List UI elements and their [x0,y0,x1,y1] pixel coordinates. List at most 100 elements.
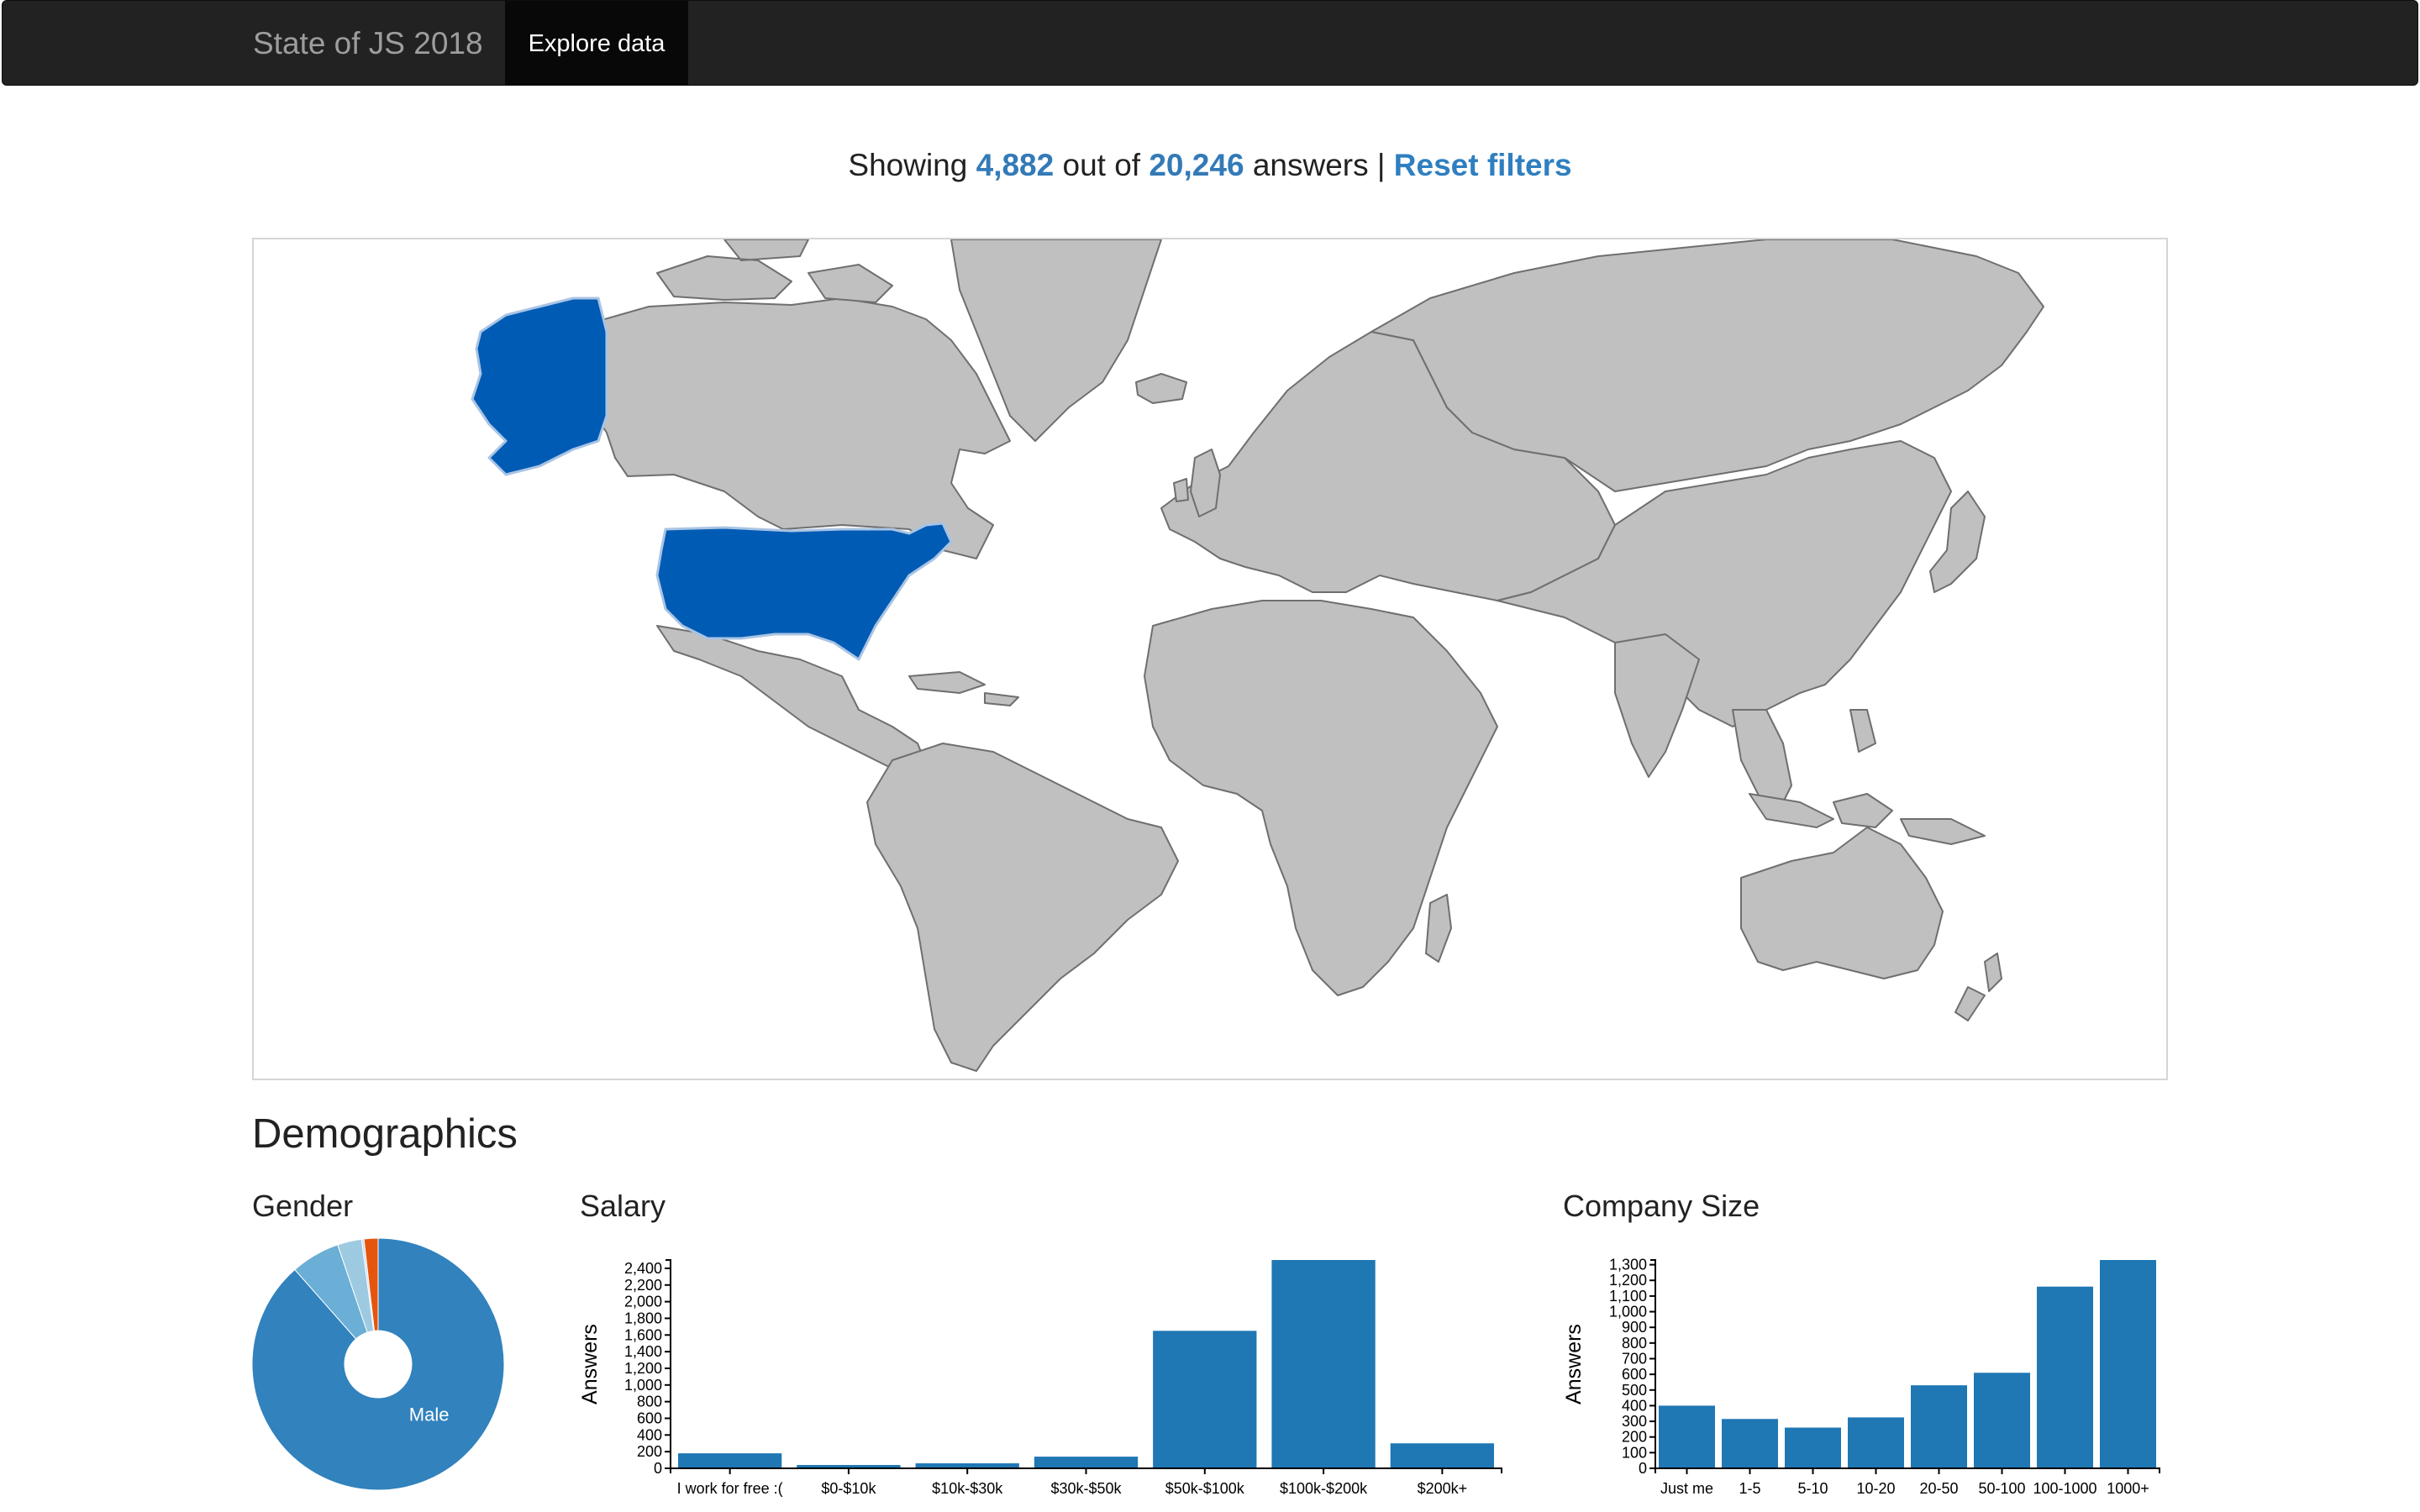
y-tick-label: 1,400 [624,1343,662,1360]
country-alaska[interactable] [471,297,608,476]
bar[interactable] [797,1465,901,1468]
bar[interactable] [678,1453,782,1468]
country-greenland[interactable] [950,239,1162,442]
x-tick-label: $10k-$30k [932,1480,1003,1497]
bar[interactable] [1153,1331,1257,1468]
x-tick-label: 1-5 [1739,1480,1760,1497]
y-tick-label: 400 [637,1426,662,1443]
total-count: 20,246 [1149,148,1244,182]
x-tick-label: 1000+ [2107,1480,2149,1497]
results-summary: Showing 4,882 out of 20,246 answers | Re… [0,148,2420,183]
x-tick-label: I work for free :( [677,1480,783,1497]
reset-filters-link[interactable]: Reset filters [1393,148,1572,182]
country-arctic-islands[interactable] [656,239,893,303]
country-canada[interactable] [585,297,1011,559]
bar[interactable] [1974,1373,2030,1468]
y-tick-label: 200 [637,1443,662,1460]
y-tick-label: 800 [637,1394,662,1410]
x-axis [1655,1467,2160,1473]
y-tick-label: 1,100 [1609,1288,1647,1305]
summary-middle: out of [1062,148,1141,182]
summary-prefix: Showing [848,148,968,182]
y-tick-label: 800 [1622,1335,1647,1352]
bar[interactable] [1659,1405,1715,1468]
country-indonesia[interactable] [1749,709,1986,845]
salary-chart-title: Salary [580,1189,666,1223]
country-caribbean[interactable] [908,671,1019,706]
bar[interactable] [2037,1286,2093,1468]
x-tick-label: $100k-$200k [1280,1480,1368,1497]
y-tick-label: 2,400 [624,1260,662,1277]
y-tick-label: 1,000 [624,1377,662,1394]
y-tick-label: 1,200 [1609,1272,1647,1289]
y-tick-label: 1,800 [624,1310,662,1326]
country-mexico[interactable] [656,625,927,778]
x-tick-label: $30k-$50k [1050,1480,1122,1497]
y-tick-label: 600 [637,1410,662,1426]
salary-bar-chart: Answers 02004006008001,0001,2001,4001,600… [578,1259,1502,1497]
y-tick-label: 2,000 [624,1294,662,1310]
bar[interactable] [1848,1417,1904,1468]
bar[interactable] [2100,1260,2156,1468]
country-madagascar[interactable] [1425,894,1452,963]
x-tick-label: 50-100 [1978,1480,2025,1497]
country-uk[interactable] [1173,449,1221,517]
country-asia[interactable] [1497,440,1952,727]
company-size-bar-chart: Answers 01002003004005006007008009001,000… [1562,1257,2160,1497]
y-tick-label: 1,000 [1609,1304,1647,1320]
country-south-america[interactable] [866,743,1179,1072]
nav-explore-data[interactable]: Explore data [505,1,688,85]
y-tick-label: 400 [1622,1397,1647,1414]
y-tick-label: 200 [1622,1429,1647,1446]
bar[interactable] [1271,1260,1376,1468]
world-map-svg [471,239,2044,1072]
bar[interactable] [1911,1385,1967,1468]
country-australia[interactable] [1740,827,1944,979]
brand-title[interactable]: State of JS 2018 [253,26,483,60]
y-tick-label: 100 [1622,1444,1647,1461]
y-tick-label: 2,200 [624,1277,662,1294]
pie-slice-label: Male [409,1404,450,1425]
bar[interactable] [1785,1427,1841,1468]
country-iceland[interactable] [1135,373,1187,404]
y-axis-label: Answers [1562,1324,1586,1404]
bar[interactable] [915,1463,1019,1468]
x-tick-label: 100-1000 [2033,1480,2096,1497]
y-tick-label: 900 [1622,1319,1647,1336]
y-tick-label: 1,600 [624,1326,662,1343]
demographics-heading: Demographics [252,1111,518,1157]
y-tick-label: 0 [654,1460,662,1477]
y-tick-label: 1,200 [624,1360,662,1377]
bar[interactable] [1390,1443,1494,1468]
world-map [252,238,2168,1080]
x-tick-label: $50k-$100k [1165,1480,1245,1497]
country-united-states[interactable] [655,522,953,661]
gender-pie-chart: Male [251,1237,505,1491]
country-africa[interactable] [1144,600,1498,996]
country-russia[interactable] [1370,239,2044,492]
x-tick-label: Just me [1660,1480,1713,1497]
gender-chart-title: Gender [252,1189,354,1223]
y-tick-label: 0 [1639,1460,1647,1477]
country-new-zealand[interactable] [1954,953,2002,1021]
y-tick-label: 600 [1622,1366,1647,1383]
summary-suffix: answers | [1252,148,1386,182]
filtered-count: 4,882 [976,148,1055,182]
y-tick-label: 500 [1622,1382,1647,1399]
bar[interactable] [1034,1457,1139,1468]
x-tick-label: $200k+ [1418,1480,1468,1497]
y-axis-label: Answers [578,1324,602,1404]
top-navbar: State of JS 2018 Explore data [2,0,2418,86]
country-india[interactable] [1614,633,1700,778]
y-tick-label: 1,300 [1609,1257,1647,1273]
country-japan[interactable] [1929,491,1986,593]
pie-slice-male[interactable] [251,1237,505,1491]
bar[interactable] [1722,1419,1778,1468]
y-tick-label: 300 [1622,1413,1647,1430]
x-tick-label: 20-50 [1919,1480,1958,1497]
y-tick-label: 700 [1622,1350,1647,1367]
x-tick-label: 5-10 [1797,1480,1828,1497]
y-axis [666,1259,671,1469]
x-tick-label: $0-$10k [821,1480,876,1497]
company-size-chart-title: Company Size [1563,1189,1760,1223]
